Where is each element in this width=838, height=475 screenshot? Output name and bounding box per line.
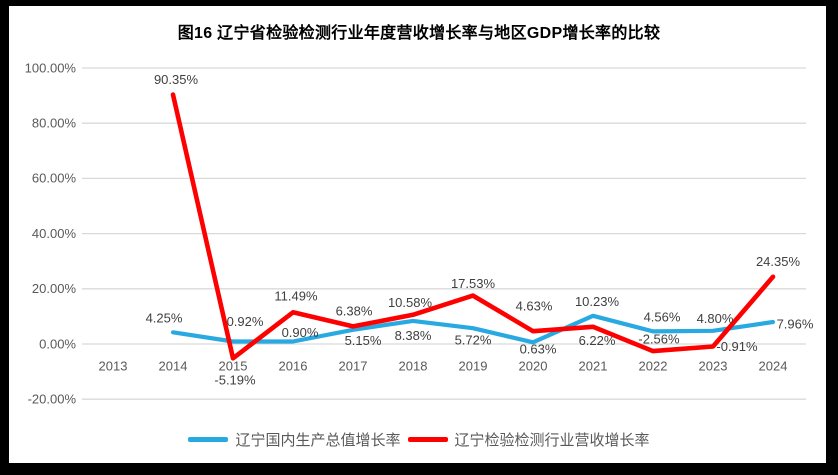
data-label-gdp-growth-line-2023: 4.80%: [697, 311, 734, 326]
x-axis-label: 2020: [519, 359, 548, 374]
revenue-growth-line: [170, 92, 776, 361]
legend-label-gdp: 辽宁国内生产总值增长率: [235, 432, 401, 449]
y-axis-tick-label: 0.00%: [39, 336, 76, 351]
x-axis-label: 2024: [759, 359, 788, 374]
x-axis-label: 2018: [399, 359, 428, 374]
x-axis-label: 2023: [699, 359, 728, 374]
x-axis-label: 2021: [579, 359, 608, 374]
legend-line-swatch-revenue: [407, 437, 448, 442]
data-label-revenue-growth-line-2022: -2.56%: [638, 331, 680, 346]
page-border-right: [826, 0, 838, 475]
x-axis-label: 2017: [339, 359, 368, 374]
data-label-gdp-growth-line-2022: 4.56%: [644, 310, 681, 325]
y-axis-tick-label: 100.00%: [25, 60, 77, 75]
y-axis-tick-label: 20.00%: [32, 281, 77, 296]
data-label-revenue-growth-line-2020: 4.63%: [516, 299, 553, 314]
data-label-gdp-growth-line-2016: 0.90%: [282, 325, 319, 340]
x-axis-label: 2013: [99, 359, 128, 374]
x-axis-label: 2016: [279, 359, 308, 374]
legend-item-revenue-growth: 辽宁检验检测行业营收增长率: [407, 429, 650, 450]
data-label-revenue-growth-line-2023: -0.91%: [716, 339, 758, 354]
data-label-revenue-growth-line-2015: -5.19%: [214, 373, 256, 388]
legend-line-swatch-gdp: [188, 437, 229, 442]
data-label-revenue-growth-line-2017: 6.38%: [336, 304, 373, 319]
y-axis-tick-label: 40.00%: [32, 226, 77, 241]
x-axis-label: 2014: [159, 359, 188, 374]
data-label-revenue-growth-line-2019: 17.53%: [451, 276, 496, 291]
gdp-growth-line: [170, 313, 776, 345]
legend-item-gdp-growth: 辽宁国内生产总值增长率: [188, 429, 401, 450]
chart-title: 图16 辽宁省检验检测行业年度营收增长率与地区GDP增长率的比较: [177, 25, 661, 42]
x-axis-label: 2022: [639, 359, 668, 374]
data-label-gdp-growth-line-2021: 10.23%: [575, 294, 620, 309]
data-label-gdp-growth-line-2018: 8.38%: [395, 328, 432, 343]
data-label-gdp-growth-line-2020: 0.63%: [520, 342, 557, 357]
data-label-gdp-growth-line-2015: 0.92%: [227, 314, 264, 329]
data-label-gdp-growth-line-2024: 7.96%: [777, 316, 814, 331]
page-border-top: [0, 0, 838, 6]
y-axis-tick-label: 60.00%: [32, 171, 77, 186]
data-label-revenue-growth-line-2024: 24.35%: [756, 254, 801, 269]
data-label-revenue-growth-line-2016: 11.49%: [274, 289, 318, 304]
y-axis-tick-label: 80.00%: [32, 116, 77, 131]
data-label-gdp-growth-line-2014: 4.25%: [146, 311, 183, 326]
y-axis-tick-label: -20.00%: [28, 392, 77, 407]
data-label-gdp-growth-line-2019: 5.72%: [455, 333, 492, 348]
legend-label-revenue: 辽宁检验检测行业营收增长率: [454, 432, 650, 449]
page-border-left: [0, 0, 9, 475]
x-axis-label: 2019: [459, 359, 488, 374]
chart-legend: 辽宁国内生产总值增长率 辽宁检验检测行业营收增长率: [0, 429, 838, 450]
data-label-revenue-growth-line-2014: 90.35%: [154, 72, 199, 87]
data-label-revenue-growth-line-2018: 10.58%: [388, 295, 433, 310]
page-border-bottom: [0, 463, 838, 475]
x-axis-label: 2015: [219, 359, 248, 374]
data-label-revenue-growth-line-2021: 6.22%: [579, 333, 616, 348]
data-label-gdp-growth-line-2017: 5.15%: [345, 333, 382, 348]
